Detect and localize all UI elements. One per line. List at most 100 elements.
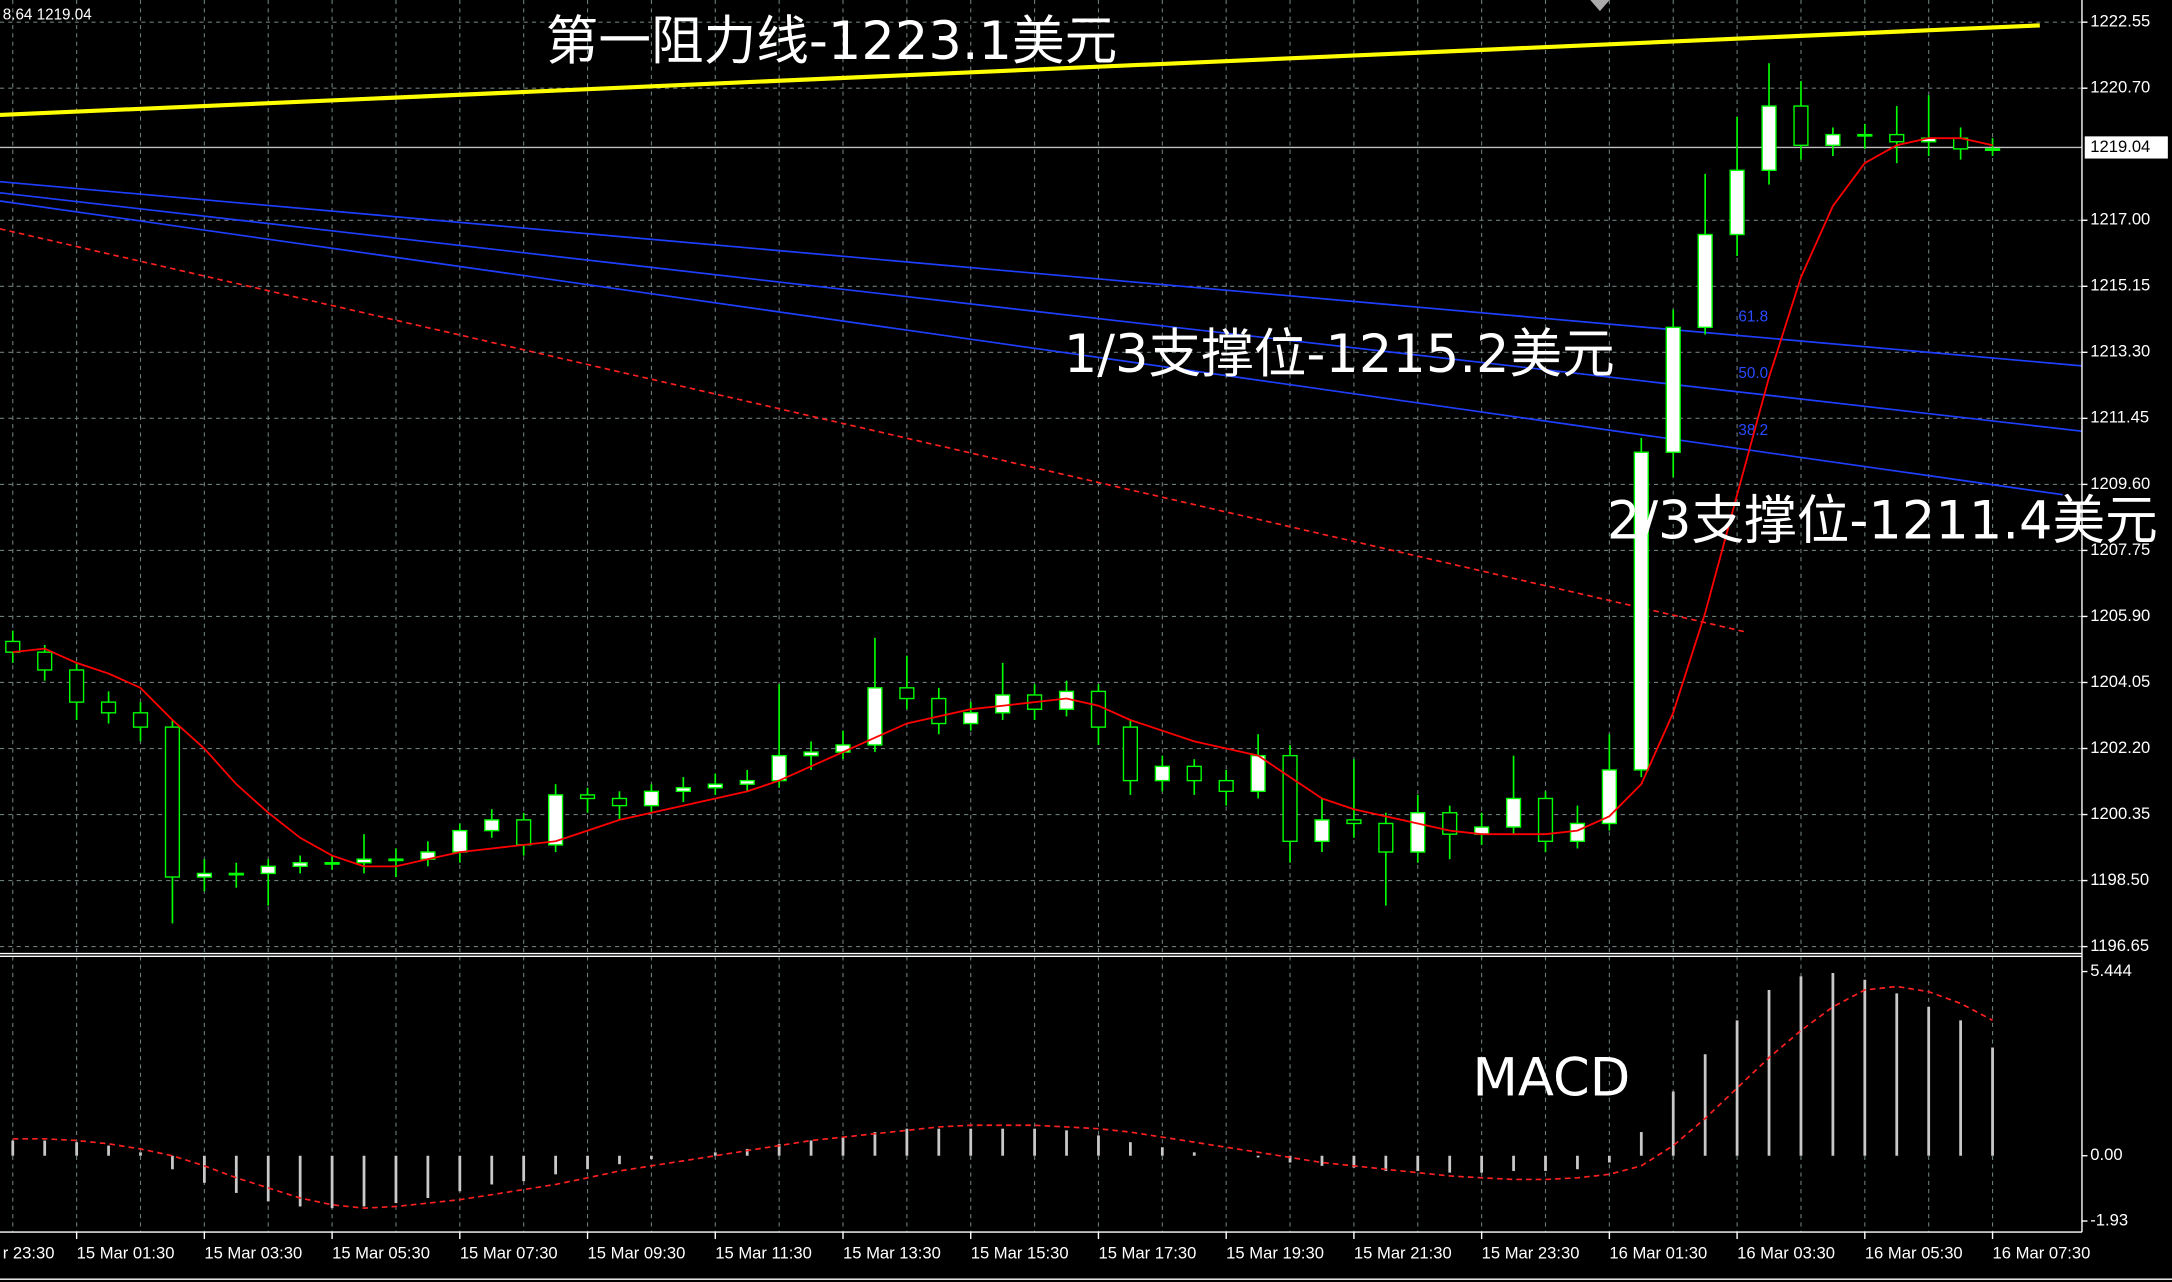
candle-body: [1569, 822, 1586, 843]
candle-body: [484, 819, 500, 832]
x-tick-label: 15 Mar 11:30: [715, 1244, 812, 1263]
candle-body: [1410, 812, 1426, 853]
candle-body: [995, 694, 1011, 714]
candle-body: [1857, 133, 1873, 137]
macd-label: MACD: [1472, 1048, 1630, 1109]
annotation: 1/3支撑位-1215.2美元: [1064, 324, 1615, 385]
candle-body: [1793, 105, 1809, 147]
x-tick-label: 15 Mar 07:30: [460, 1244, 558, 1263]
x-tick-label: 15 Mar 17:30: [1098, 1244, 1196, 1263]
candle-body: [1825, 133, 1841, 147]
candle-body: [931, 697, 947, 725]
candle-body: [1218, 779, 1234, 793]
x-tick-label: 15 Mar 09:30: [588, 1244, 686, 1263]
candle-body: [739, 779, 755, 785]
x-tick-label: 15 Mar 19:30: [1226, 1244, 1324, 1263]
trend-line: [0, 23, 2040, 118]
candle-body: [132, 712, 149, 728]
y-tick-label: 1204.05: [2090, 672, 2150, 691]
x-tick-label: 16 Mar 03:30: [1737, 1244, 1835, 1263]
moving-average: [12, 137, 1993, 868]
candle-body: [1122, 726, 1139, 782]
candle-body: [388, 858, 404, 862]
candle-body: [1250, 754, 1266, 793]
x-tick-label: 15 Mar 23:30: [1482, 1244, 1580, 1263]
candle-body: [643, 790, 660, 807]
y-tick-label: 1217.00: [2090, 210, 2150, 229]
y-tick-label: 1207.75: [2090, 540, 2150, 559]
trend-line: [0, 180, 2083, 367]
candle-body: [1889, 133, 1905, 143]
candle-body: [835, 744, 851, 753]
y-tick-label: 1200.35: [2090, 804, 2150, 823]
fib-level-label: 61.8: [1738, 308, 1768, 325]
candle-body: [1729, 169, 1745, 236]
candle-body: [1154, 765, 1170, 782]
y-tick-label: 1211.45: [2090, 408, 2149, 427]
candle-body: [1346, 819, 1362, 825]
trend-line: [0, 200, 2063, 496]
candle-body: [356, 858, 372, 864]
x-tick-label: 15 Mar 03:30: [204, 1244, 302, 1263]
y-tick-label: 1220.70: [2090, 78, 2150, 97]
candle-body: [292, 862, 308, 867]
candle-body: [899, 687, 915, 700]
candle-body: [771, 754, 787, 782]
candle-body: [1601, 769, 1617, 825]
candle-body: [1505, 797, 1522, 828]
candle-body: [611, 797, 628, 807]
x-tick-label: 15 Mar 13:30: [843, 1244, 941, 1263]
y-tick-label: 1205.90: [2090, 606, 2150, 625]
annotation: 第一阻力线-1223.1美元: [546, 11, 1118, 72]
candle-body: [803, 751, 819, 757]
candle-body: [1984, 148, 2001, 151]
candle-body: [1537, 797, 1554, 843]
candle-body: [1090, 690, 1107, 728]
candle-body: [100, 701, 117, 714]
current-price-label: 1219.04: [2090, 137, 2150, 156]
y-tick-label: 1198.50: [2090, 870, 2149, 889]
candle-body: [1665, 326, 1681, 453]
x-tick-label: 15 Mar 21:30: [1354, 1244, 1452, 1263]
candle-body: [867, 687, 883, 746]
candle-body: [1314, 819, 1330, 843]
candle-body: [1442, 812, 1458, 835]
x-tick-label: 15 Mar 01:30: [77, 1244, 175, 1263]
candle-body: [675, 787, 691, 793]
candle-body: [1697, 233, 1713, 329]
candle-body: [164, 726, 181, 878]
candle-body: [37, 651, 53, 671]
candle-body: [963, 712, 979, 725]
candle-body: [5, 640, 21, 653]
x-tick-label: 15 Mar 05:30: [332, 1244, 430, 1263]
annotation: 2/3支撑位-1211.4美元: [1607, 491, 2158, 552]
candle-body: [547, 794, 564, 846]
current-price-box: [2084, 136, 2168, 159]
y-tick-label: 1213.30: [2090, 342, 2150, 361]
fib-level-label: 38.2: [1738, 422, 1768, 439]
header-text: 8.64 1219.04: [3, 6, 92, 23]
y-tick-label: 1215.15: [2090, 276, 2150, 295]
x-tick-label: 16 Mar 07:30: [1993, 1244, 2091, 1263]
x-tick-label: 15 Mar 15:30: [971, 1244, 1069, 1263]
candle-body: [1761, 105, 1777, 171]
y-tick-label: 5.444: [2090, 961, 2132, 980]
y-tick-label: 1209.60: [2090, 474, 2150, 493]
y-tick-label: 1202.20: [2090, 738, 2150, 757]
candle-body: [516, 819, 532, 846]
candle-body: [260, 865, 276, 875]
trend-line: [0, 228, 1747, 633]
candle-body: [324, 862, 340, 865]
y-tick-label: -1.93: [2090, 1210, 2128, 1229]
candle-body: [579, 794, 596, 800]
y-tick-label: 1222.55: [2090, 12, 2150, 31]
y-tick-label: 1196.65: [2090, 936, 2149, 955]
candle-body: [196, 872, 212, 878]
plot: 61.8 50.0 38.2: [0, 23, 2083, 1209]
trend-line: [0, 191, 2083, 433]
candle-body: [1378, 822, 1394, 853]
candle-body: [1186, 765, 1202, 782]
